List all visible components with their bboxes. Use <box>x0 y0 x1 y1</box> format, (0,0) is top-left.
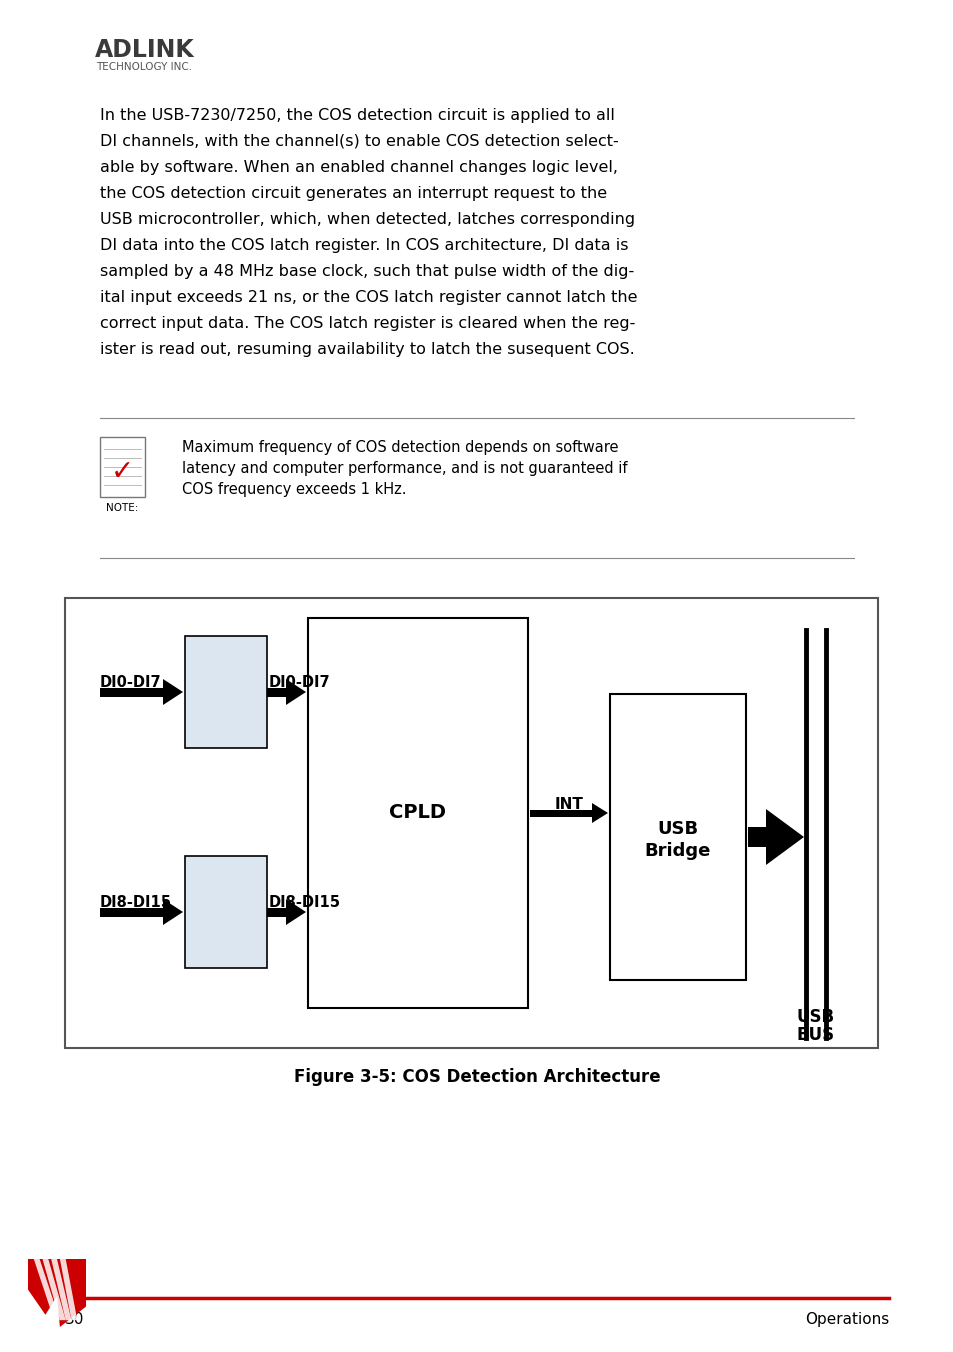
Text: Digital: Digital <box>198 873 253 890</box>
Text: able by software. When an enabled channel changes logic level,: able by software. When an enabled channe… <box>100 160 618 174</box>
Text: USB: USB <box>796 1009 834 1026</box>
Text: Maximum frequency of COS detection depends on software: Maximum frequency of COS detection depen… <box>182 439 618 456</box>
Bar <box>185 856 267 968</box>
Text: ital input exceeds 21 ns, or the COS latch register cannot latch the: ital input exceeds 21 ns, or the COS lat… <box>100 289 637 306</box>
Text: 30: 30 <box>65 1311 84 1328</box>
Text: Operations: Operations <box>804 1311 888 1328</box>
Polygon shape <box>43 1259 66 1320</box>
Text: DI0-DI7: DI0-DI7 <box>269 675 331 690</box>
Polygon shape <box>60 1259 77 1320</box>
Text: ister is read out, resuming availability to latch the susequent COS.: ister is read out, resuming availability… <box>100 342 634 357</box>
Polygon shape <box>163 679 183 704</box>
Bar <box>530 810 592 817</box>
Text: Filter: Filter <box>204 894 248 909</box>
Text: INT: INT <box>554 796 583 813</box>
Text: the COS detection circuit generates an interrupt request to the: the COS detection circuit generates an i… <box>100 187 606 201</box>
Text: USB: USB <box>657 821 698 838</box>
Bar <box>267 688 286 696</box>
Text: correct input data. The COS latch register is cleared when the reg-: correct input data. The COS latch regist… <box>100 316 635 331</box>
Bar <box>267 907 286 917</box>
Text: Bridge: Bridge <box>644 842 710 860</box>
Text: DI channels, with the channel(s) to enable COS detection select-: DI channels, with the channel(s) to enab… <box>100 134 618 149</box>
Polygon shape <box>51 1259 71 1320</box>
Text: 0~7: 0~7 <box>210 694 242 708</box>
Text: 8~15: 8~15 <box>204 914 247 929</box>
Bar <box>609 694 745 980</box>
Text: USB microcontroller, which, when detected, latches corresponding: USB microcontroller, which, when detecte… <box>100 212 635 227</box>
Bar <box>100 437 145 498</box>
Bar <box>100 688 163 696</box>
Text: TECHNOLOGY INC.: TECHNOLOGY INC. <box>96 62 192 72</box>
Polygon shape <box>286 899 306 925</box>
Text: In the USB-7230/7250, the COS detection circuit is applied to all: In the USB-7230/7250, the COS detection … <box>100 108 615 123</box>
Polygon shape <box>765 808 803 865</box>
Text: DI0-DI7: DI0-DI7 <box>100 675 161 690</box>
Text: Figure 3-5: COS Detection Architecture: Figure 3-5: COS Detection Architecture <box>294 1068 659 1086</box>
Bar <box>100 907 163 917</box>
Text: BUS: BUS <box>796 1026 834 1044</box>
Text: NOTE:: NOTE: <box>106 503 138 512</box>
Text: DI8-DI15: DI8-DI15 <box>100 895 172 910</box>
Polygon shape <box>28 1259 86 1328</box>
Text: DI data into the COS latch register. In COS architecture, DI data is: DI data into the COS latch register. In … <box>100 238 628 253</box>
Bar <box>747 827 765 846</box>
Text: latency and computer performance, and is not guaranteed if: latency and computer performance, and is… <box>182 461 627 476</box>
Text: sampled by a 48 MHz base clock, such that pulse width of the dig-: sampled by a 48 MHz base clock, such tha… <box>100 264 634 279</box>
Text: ADLINK: ADLINK <box>95 38 194 62</box>
Bar <box>65 598 877 1048</box>
Text: Digital: Digital <box>198 654 253 669</box>
Polygon shape <box>286 679 306 704</box>
Text: ✓: ✓ <box>111 458 134 485</box>
Polygon shape <box>592 803 607 823</box>
Polygon shape <box>33 1259 60 1320</box>
Bar <box>185 635 267 748</box>
Polygon shape <box>163 899 183 925</box>
Bar <box>308 618 527 1009</box>
Text: DI8-DI15: DI8-DI15 <box>269 895 340 910</box>
Text: Filter: Filter <box>204 675 248 690</box>
Text: CPLD: CPLD <box>389 803 446 822</box>
Text: COS frequency exceeds 1 kHz.: COS frequency exceeds 1 kHz. <box>182 483 406 498</box>
